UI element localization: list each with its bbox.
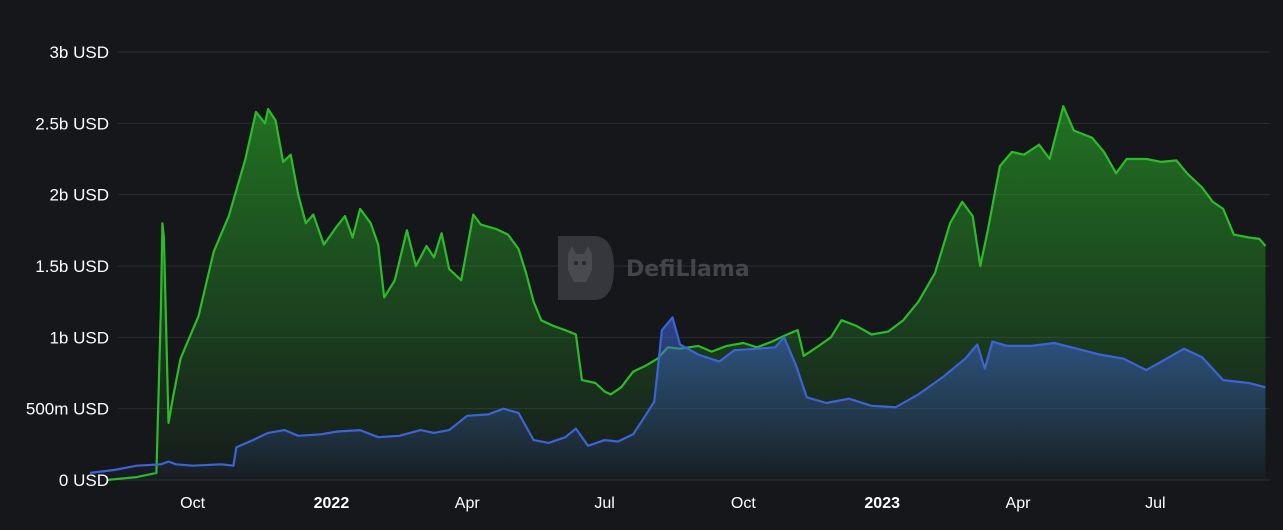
x-tick-label: Oct bbox=[731, 495, 756, 512]
x-tick-label: Jul bbox=[1145, 495, 1165, 512]
y-axis: 0 USD 500m USD 1b USD 1.5b USD 2b USD 2.5b US… bbox=[26, 43, 109, 490]
series-area bbox=[90, 317, 1266, 480]
y-tick-label: 1b USD bbox=[49, 328, 109, 347]
y-tick-label: 1.5b USD bbox=[35, 257, 109, 276]
x-tick-label: 2022 bbox=[314, 495, 350, 512]
x-tick-label: Apr bbox=[455, 495, 481, 512]
y-tick-label: 2.5b USD bbox=[35, 114, 109, 133]
x-axis: Oct 2022 Apr Jul Oct 2023 Apr Jul bbox=[180, 495, 1165, 512]
y-tick-label: 0 USD bbox=[59, 471, 109, 490]
x-tick-label: Oct bbox=[180, 495, 205, 512]
series-layer bbox=[89, 105, 1267, 482]
llama-logo-icon bbox=[558, 236, 614, 300]
defillama-watermark: DefiLlama bbox=[558, 236, 750, 300]
series-1 bbox=[89, 316, 1266, 480]
series-line bbox=[106, 105, 1267, 482]
watermark-text: DefiLlama bbox=[626, 257, 750, 282]
x-tick-label: 2023 bbox=[864, 495, 900, 512]
series-line bbox=[89, 316, 1266, 474]
y-tick-label: 3b USD bbox=[49, 43, 109, 62]
x-tick-label: Jul bbox=[594, 495, 614, 512]
y-tick-label: 500m USD bbox=[26, 400, 109, 419]
x-tick-label: Apr bbox=[1006, 495, 1032, 512]
y-tick-label: 2b USD bbox=[49, 186, 109, 205]
